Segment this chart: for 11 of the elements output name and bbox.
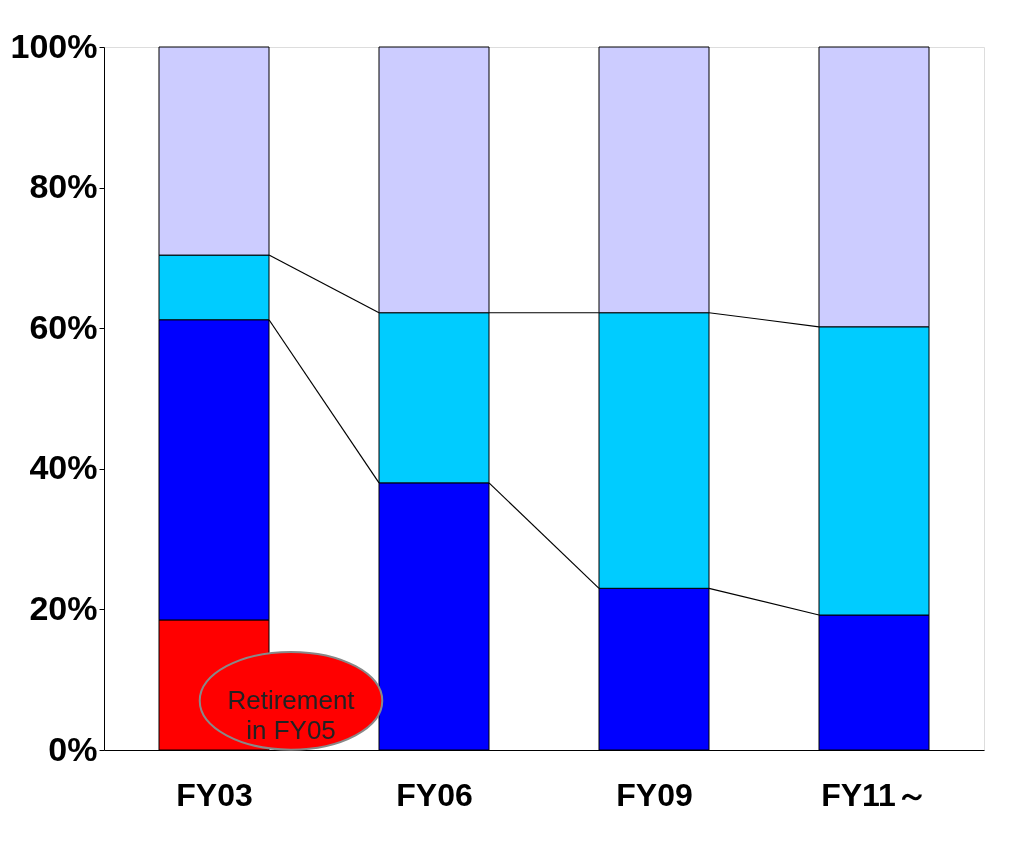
- x-tick-label: FY11～: [821, 776, 928, 813]
- y-tick-label: 40%: [29, 448, 98, 487]
- x-tick-label: FY06: [396, 776, 473, 813]
- y-tick-label: 100%: [10, 26, 98, 65]
- y-tick-label: 60%: [29, 307, 98, 346]
- annotation: Retirement in FY05: [227, 684, 356, 745]
- y-tick-label: 80%: [29, 167, 98, 206]
- x-tick-label: FY09: [616, 776, 693, 813]
- y-tick-label: 0%: [48, 729, 98, 768]
- y-tick-label: 20%: [29, 588, 98, 627]
- x-tick-label: FY03: [176, 776, 253, 813]
